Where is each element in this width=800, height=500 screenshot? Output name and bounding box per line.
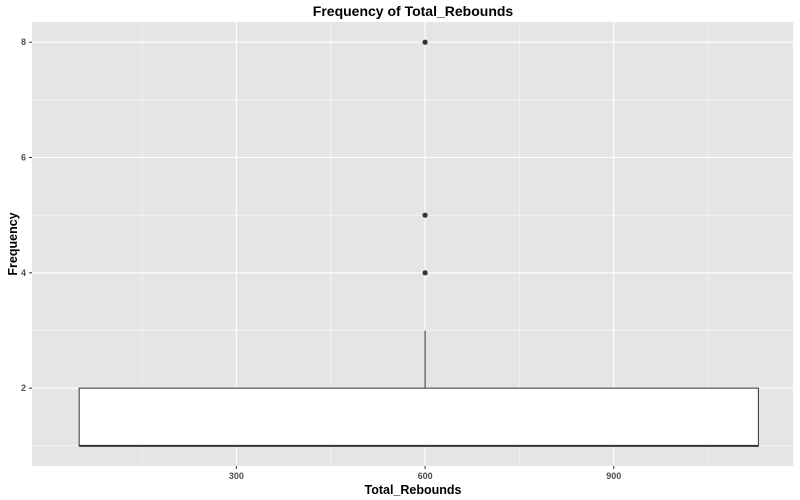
box-iqr bbox=[78, 387, 759, 447]
boxplot-marks bbox=[78, 39, 759, 447]
x-axis-title: Total_Rebounds bbox=[365, 483, 462, 497]
y-tick-label: 8 bbox=[21, 37, 26, 47]
outlier-point bbox=[422, 270, 428, 276]
x-tick-label: 900 bbox=[606, 471, 621, 481]
y-tick-label: 6 bbox=[21, 153, 26, 163]
y-axis-ticks: 2 4 6 8 bbox=[21, 37, 32, 393]
y-axis-title: Frequency bbox=[6, 212, 20, 275]
outlier-point bbox=[422, 212, 428, 218]
y-tick-label: 2 bbox=[21, 383, 26, 393]
x-tick-label: 300 bbox=[229, 471, 244, 481]
y-tick-label: 4 bbox=[21, 268, 26, 278]
x-tick-label: 600 bbox=[418, 471, 433, 481]
x-axis-ticks: 300 600 900 bbox=[229, 466, 621, 481]
minor-gridlines bbox=[32, 22, 793, 466]
outlier-point bbox=[422, 39, 428, 45]
chart-title: Frequency of Total_Rebounds bbox=[313, 3, 514, 19]
